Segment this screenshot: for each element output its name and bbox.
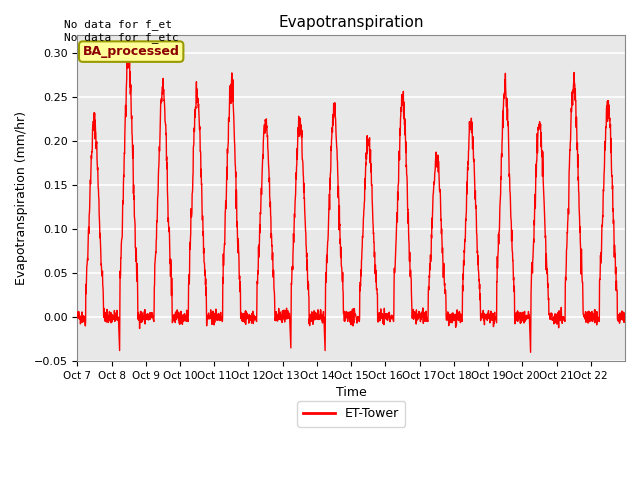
X-axis label: Time: Time (336, 386, 367, 399)
Legend: ET-Tower: ET-Tower (297, 401, 405, 427)
Text: BA_processed: BA_processed (83, 45, 180, 58)
Title: Evapotranspiration: Evapotranspiration (278, 15, 424, 30)
Text: No data for f_et
No data for f_etc: No data for f_et No data for f_etc (64, 19, 179, 43)
Y-axis label: Evapotranspiration (mm/hr): Evapotranspiration (mm/hr) (15, 111, 28, 285)
